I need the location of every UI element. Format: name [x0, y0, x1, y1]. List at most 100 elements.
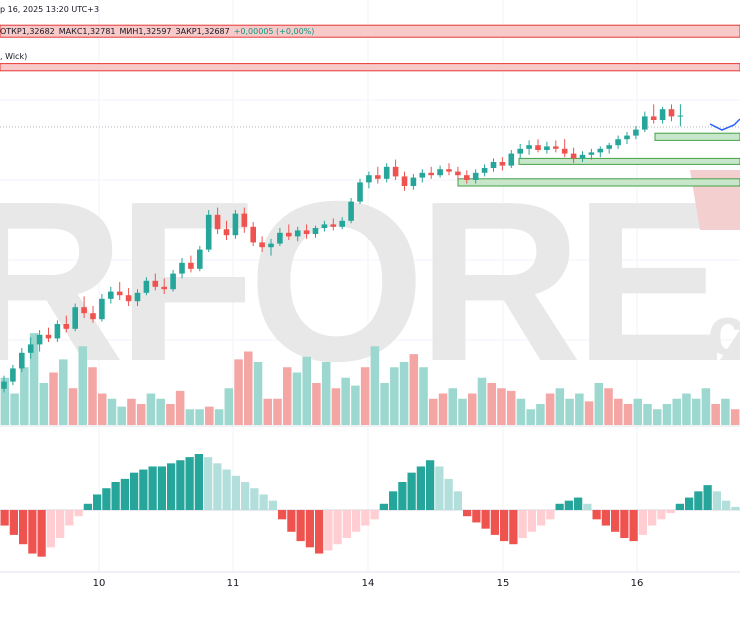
candle-body: [472, 172, 479, 180]
histogram-bar: [19, 510, 28, 545]
candle-body: [553, 146, 559, 149]
low-value: 1,32597: [138, 27, 172, 36]
histogram-bar: [130, 472, 139, 510]
candle-body: [375, 175, 381, 179]
histogram-bar: [305, 510, 314, 548]
volume-bar: [117, 406, 126, 425]
candle-body: [99, 298, 105, 320]
volume-bar: [29, 333, 39, 425]
candle-body: [63, 324, 70, 329]
volume-bar: [526, 409, 535, 425]
support-zone: [457, 178, 740, 187]
histogram-bar: [583, 503, 592, 510]
candle-body: [161, 286, 167, 290]
volume-bar: [312, 383, 321, 425]
histogram-bar: [620, 510, 629, 538]
change-value: +0,00005 (+0,00%): [233, 27, 315, 36]
histogram-bar: [527, 510, 536, 532]
volume-bar: [487, 383, 496, 425]
projection-line: [709, 118, 740, 131]
histogram-bar: [139, 469, 148, 510]
open-value: 1,32682: [21, 27, 55, 36]
time-axis-label: 11: [227, 578, 240, 589]
histogram-bar: [93, 494, 102, 510]
volume-bar: [662, 404, 672, 425]
histogram-bar: [500, 510, 509, 542]
histogram-bar: [0, 510, 9, 526]
volume-bar: [49, 372, 58, 425]
volume-bar: [565, 398, 574, 425]
histogram-bar: [65, 510, 74, 526]
candle-body: [205, 214, 212, 250]
histogram-bar: [555, 503, 564, 510]
candle-body: [428, 172, 434, 176]
candle-body: [170, 273, 176, 290]
volume-bar: [701, 388, 711, 425]
candle-body: [401, 176, 408, 186]
candle-body: [561, 148, 568, 154]
volume-bar: [78, 346, 88, 425]
histogram-bar: [120, 478, 129, 510]
indicator-label-text: , Wick): [0, 52, 28, 61]
volume-bar: [516, 398, 526, 425]
candle-body: [624, 135, 630, 140]
volume-bar: [292, 372, 302, 425]
candle-body: [677, 115, 684, 117]
volume-bar: [107, 398, 117, 425]
histogram-bar: [592, 510, 601, 520]
histogram-bar: [629, 510, 638, 542]
histogram-bar: [352, 510, 361, 532]
volume-bar: [477, 377, 487, 425]
candle-body: [10, 368, 16, 382]
volume-bar: [224, 388, 234, 425]
candle-body: [659, 109, 666, 120]
volume-bar: [429, 398, 438, 425]
resistance-zone: [0, 24, 740, 38]
high-value: 1,32781: [82, 27, 116, 36]
volume-bar: [234, 359, 243, 425]
volume-bar: [497, 388, 506, 425]
histogram-bar: [518, 510, 527, 538]
volume-bars: [0, 333, 740, 425]
histogram-bar: [463, 510, 472, 517]
open-label: ОТКР: [0, 27, 22, 36]
candle-body: [312, 228, 319, 234]
volume-bar: [399, 362, 409, 425]
volume-bar: [97, 393, 107, 425]
histogram-bar: [287, 510, 296, 532]
volume-bar: [156, 398, 165, 425]
candle-body: [597, 148, 604, 153]
candle-body: [339, 220, 345, 227]
candle-body: [535, 145, 541, 150]
candle-body: [544, 146, 550, 150]
candle-body: [1, 381, 7, 389]
histogram-bar: [148, 466, 157, 510]
candle-body: [90, 313, 96, 320]
candle-body: [321, 224, 328, 228]
histogram-bar: [278, 510, 287, 520]
volume-bar: [185, 409, 195, 425]
candle-body: [116, 291, 123, 296]
histogram-bar: [83, 503, 92, 510]
candle-body: [108, 291, 114, 299]
candles: [1, 104, 684, 393]
candle-body: [650, 116, 657, 120]
histogram-bar: [370, 510, 379, 520]
histogram-bar: [222, 469, 231, 510]
volume-bar: [633, 398, 643, 425]
volume-bar: [448, 388, 458, 425]
volume-bar: [88, 367, 97, 425]
histogram-bar: [324, 510, 333, 551]
histogram-bar: [407, 472, 416, 510]
oscillator-histogram: [0, 454, 740, 557]
time-axis-label: 15: [497, 578, 510, 589]
histogram-bar: [194, 454, 203, 510]
volume-bar: [273, 398, 282, 425]
candle-body: [481, 168, 488, 173]
candle-body: [188, 262, 194, 269]
candle-body: [223, 229, 230, 236]
histogram-bar: [509, 510, 518, 545]
candle-body: [125, 295, 132, 302]
time-axis-label: 16: [631, 578, 644, 589]
